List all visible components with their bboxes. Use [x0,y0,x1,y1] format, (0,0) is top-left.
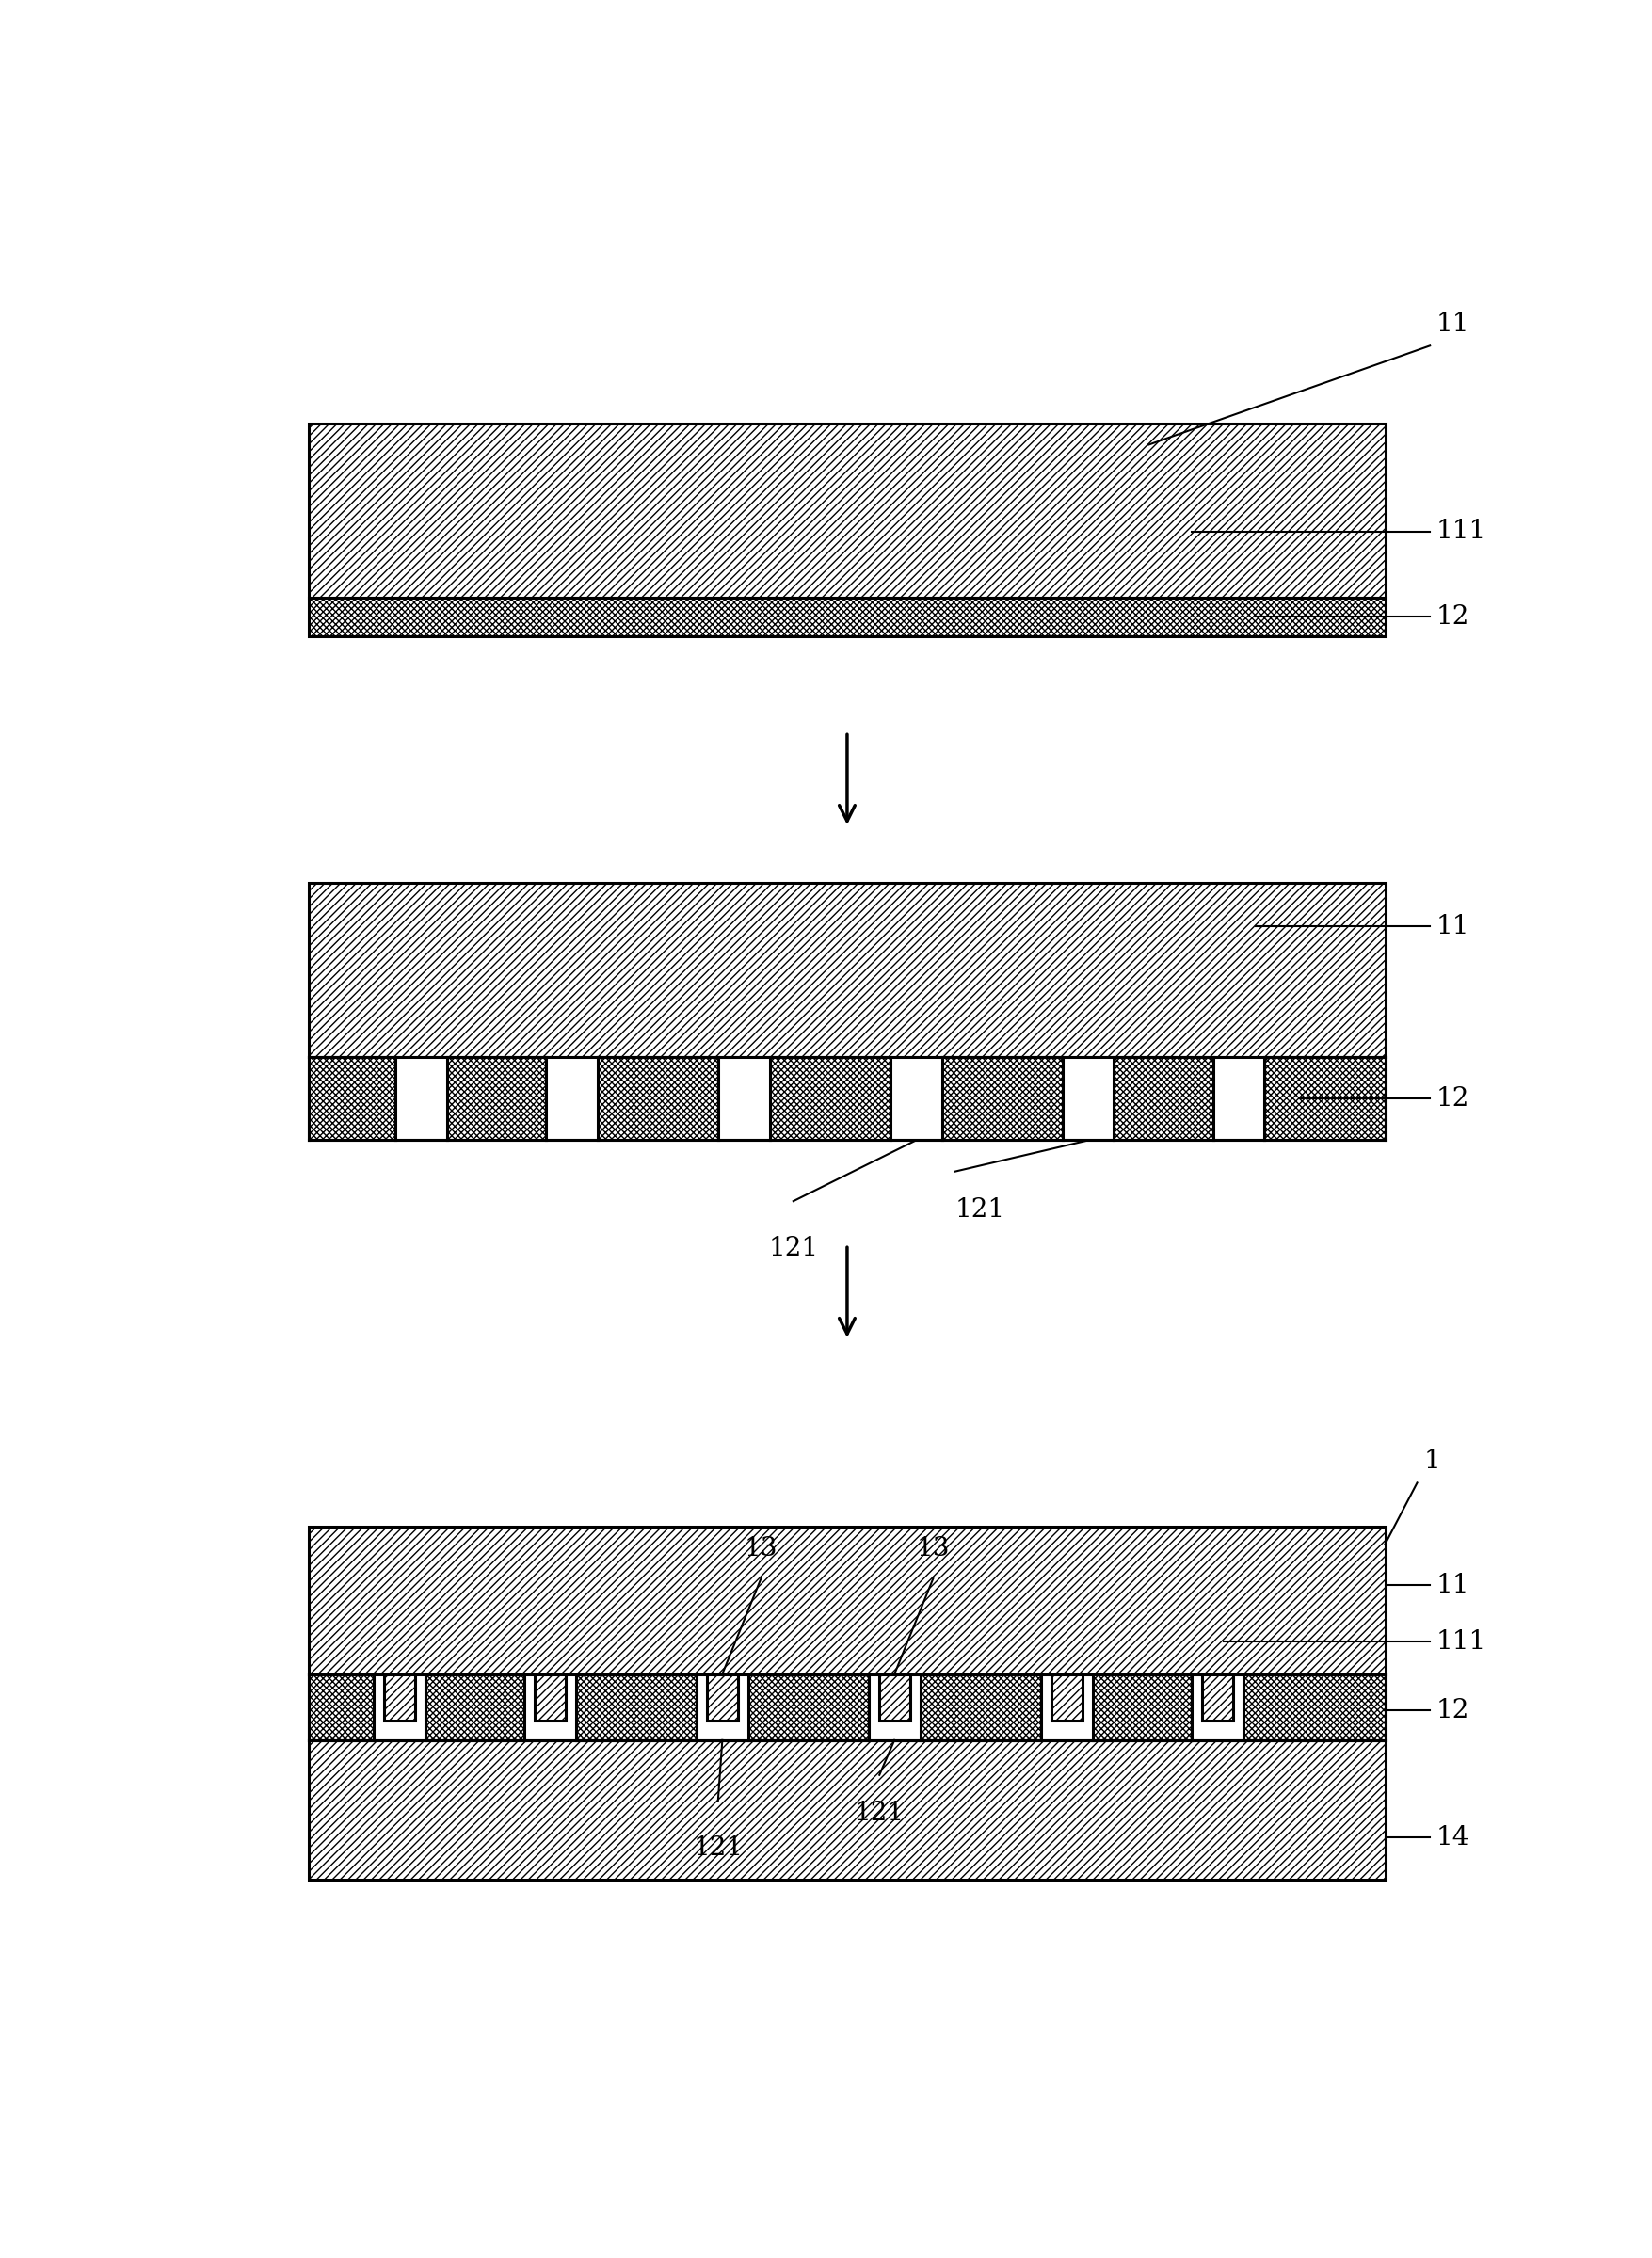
Text: 121: 121 [854,1802,904,1827]
Bar [1242,1673,1384,1741]
Bar [545,1057,596,1140]
Bar [596,1057,717,1140]
Bar [770,1057,890,1140]
Bar [1213,1057,1264,1140]
Text: 12: 12 [1436,1698,1469,1723]
Text: 121: 121 [692,1836,743,1861]
Bar [309,1673,373,1741]
Bar [1201,1673,1232,1721]
Text: 111: 111 [1436,1628,1485,1655]
Bar [446,1057,545,1140]
Bar [869,1673,920,1741]
Bar [1113,1057,1213,1140]
Text: 13: 13 [743,1535,776,1560]
Bar [1041,1673,1092,1741]
Bar [534,1673,565,1721]
Bar [309,1741,1384,1879]
Bar [717,1057,770,1140]
Bar [524,1673,575,1741]
Bar [707,1673,737,1721]
Text: 11: 11 [1436,312,1469,336]
Text: 13: 13 [917,1535,950,1560]
Bar [748,1673,869,1741]
Bar [942,1057,1062,1140]
Bar [309,883,1384,1057]
Text: 121: 121 [768,1235,818,1262]
Bar [1264,1057,1384,1140]
Text: 11: 11 [1436,1572,1469,1599]
Bar [1062,1057,1113,1140]
Bar [309,1526,1384,1673]
Bar [695,1673,748,1741]
Bar [309,425,1384,598]
Bar [309,598,1384,637]
Bar [879,1673,910,1721]
Text: 14: 14 [1436,1824,1469,1849]
Bar [425,1673,524,1741]
Text: 111: 111 [1436,519,1485,544]
Bar [395,1057,446,1140]
Bar [373,1673,425,1741]
Text: 12: 12 [1436,605,1469,630]
Bar [920,1673,1041,1741]
Bar [890,1057,942,1140]
Bar [309,1057,395,1140]
Bar [575,1673,695,1741]
Text: 1: 1 [1422,1450,1439,1474]
Text: 12: 12 [1436,1086,1469,1111]
Bar [1092,1673,1191,1741]
Text: 121: 121 [955,1197,1004,1224]
Bar [1191,1673,1242,1741]
Bar [383,1673,415,1721]
Bar [1051,1673,1082,1721]
Text: 11: 11 [1436,914,1469,939]
